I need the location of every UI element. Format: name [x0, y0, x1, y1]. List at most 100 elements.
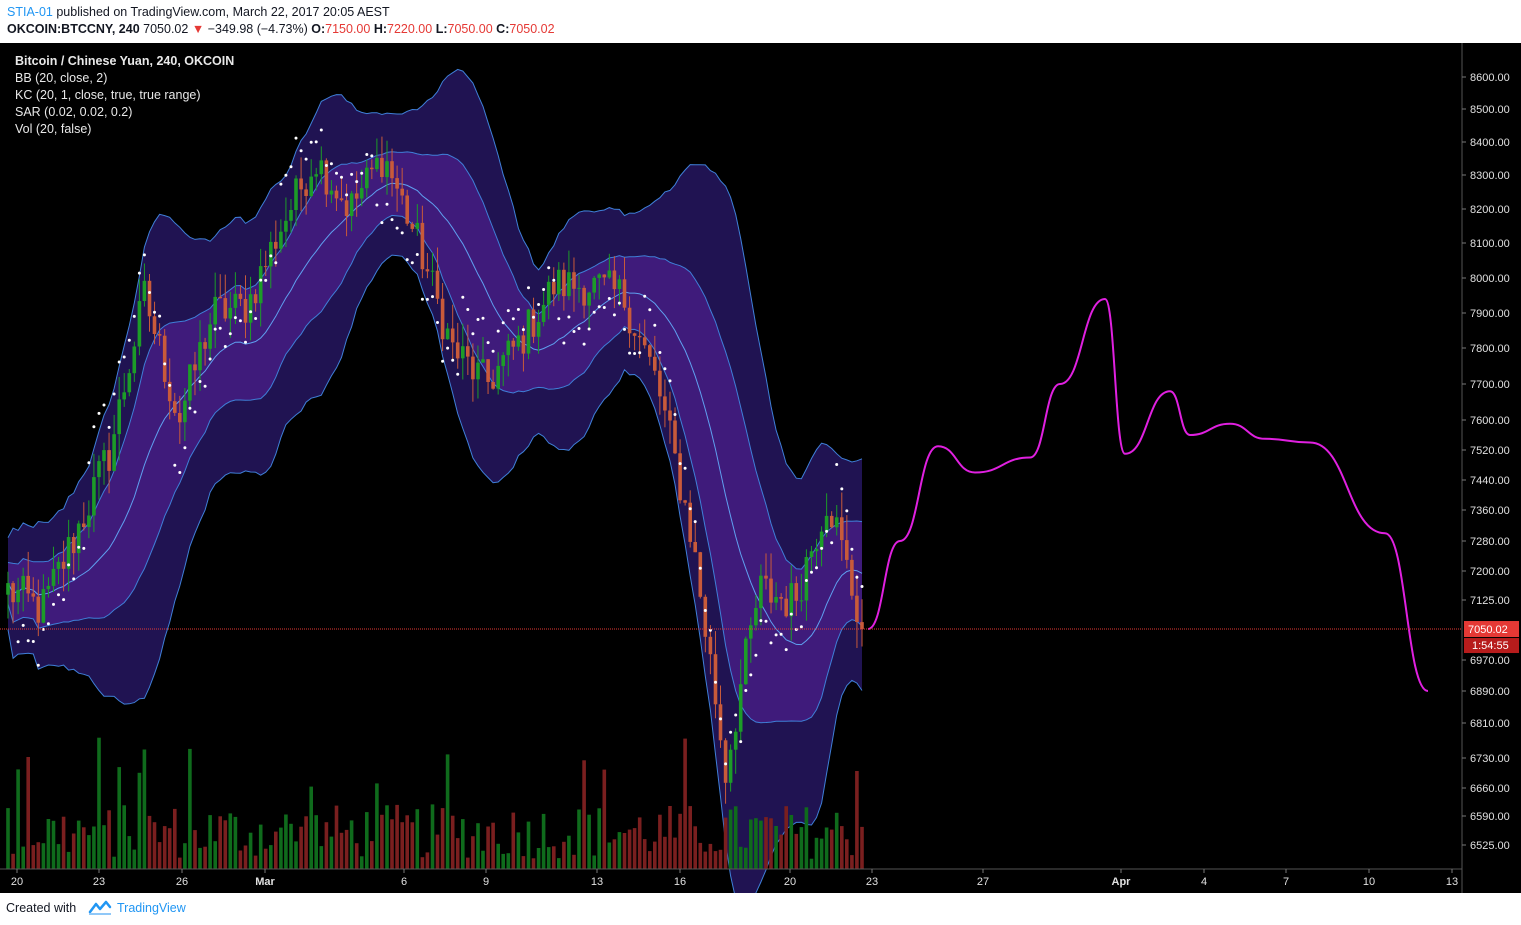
volume-bar [329, 836, 334, 869]
volume-bar [744, 847, 748, 869]
sar-dot [749, 673, 753, 677]
candle-body [855, 595, 859, 622]
legend-vol[interactable]: Vol (20, false) [15, 122, 92, 136]
candle-body [193, 364, 197, 371]
sar-dot [587, 327, 591, 331]
last-price-badge-label: 7050.02 [1468, 624, 1508, 636]
projection-path[interactable] [867, 297, 1429, 692]
volume-bar [21, 846, 25, 869]
sar-dot [208, 357, 212, 361]
sar-dot [67, 563, 71, 567]
candle-body [501, 355, 505, 366]
candle-body [582, 287, 586, 306]
candle-body [147, 280, 152, 317]
sar-dot [264, 278, 268, 282]
price-tick-label: 8200.00 [1470, 204, 1510, 216]
tradingview-link[interactable]: TradingView [117, 901, 186, 915]
sar-dot [385, 202, 389, 206]
candle-body [693, 542, 697, 553]
volume-bar [455, 838, 460, 869]
sar-dot [77, 545, 81, 549]
candle-body [223, 298, 228, 319]
volume-bar [506, 853, 511, 869]
volume-bar [668, 806, 672, 869]
volume-bar [309, 786, 313, 869]
sar-dot [441, 359, 445, 363]
volume-bar [117, 767, 121, 869]
volume-bar [339, 832, 344, 869]
time-tick-label: 6 [401, 876, 407, 888]
legend-kc[interactable]: KC (20, 1, close, true, true range) [15, 88, 201, 102]
candle-body [228, 307, 233, 319]
volume-bar [132, 849, 137, 869]
volume-bar [698, 842, 703, 869]
sar-dot [789, 612, 793, 616]
volume-bar [370, 841, 374, 869]
time-axis[interactable]: 20 23 26 Mar 6 9 13 16 20 23 27 Apr 4 7 10 13 [0, 868, 1462, 888]
candle-body [466, 346, 470, 357]
volume-bar [269, 845, 273, 869]
sar-dot [102, 403, 106, 407]
candle-body [107, 450, 111, 471]
candle-body [188, 364, 192, 401]
sar-dot [304, 157, 308, 161]
chart-area[interactable]: 8600.00 8500.00 8400.00 8300.00 8200.00 8100.… [0, 43, 1521, 893]
volume-bar [829, 829, 834, 869]
candle-body [117, 399, 121, 435]
low-value: 7050.00 [447, 22, 493, 36]
candle-body [718, 704, 723, 741]
author-link[interactable]: STIA-01 [7, 5, 53, 19]
sar-dot [804, 579, 808, 582]
volume-bar [723, 817, 728, 869]
candle-body [198, 342, 202, 371]
volume-bar [87, 835, 91, 869]
volume-bar [809, 858, 814, 869]
sar-dot [340, 175, 343, 179]
candle-body [698, 552, 703, 597]
volume-bar [754, 818, 758, 869]
time-tick-label: 13 [1446, 876, 1458, 888]
volume-bar [587, 814, 591, 869]
candle-body [213, 296, 217, 325]
candle-body [612, 270, 617, 290]
candle-body [627, 307, 632, 334]
volume-bar [582, 760, 586, 869]
tradingview-logo-icon[interactable] [88, 899, 112, 915]
sar-dot [724, 762, 728, 766]
time-tick-label: 9 [483, 876, 489, 888]
legend-bb[interactable]: BB (20, close, 2) [15, 71, 108, 85]
candle-body [294, 178, 298, 210]
candle-body [349, 193, 354, 216]
price-tick-label: 8400.00 [1470, 137, 1510, 149]
volume-bar [713, 851, 718, 869]
volume-bar [430, 804, 435, 869]
sar-dot [815, 566, 818, 570]
candle-body [622, 279, 627, 308]
sar-dot [799, 625, 803, 629]
volume-bar [147, 815, 152, 869]
sar-dot [87, 461, 91, 465]
candle-body [87, 515, 91, 527]
volume-bar [784, 806, 788, 869]
candle-body [31, 593, 36, 597]
volume-bar [263, 848, 268, 869]
candle-body [491, 382, 495, 389]
chart-canvas[interactable]: 8600.00 8500.00 8400.00 8300.00 8200.00 8100.… [0, 43, 1521, 893]
volume-bar [855, 771, 859, 869]
sar-dot [476, 318, 480, 321]
price-axis[interactable]: 8600.00 8500.00 8400.00 8300.00 8200.00 8100.… [0, 43, 1519, 893]
candle-body [304, 189, 308, 196]
sar-dot [501, 321, 505, 325]
candle-body [6, 583, 10, 595]
sar-dot [188, 406, 192, 410]
legend-sar[interactable]: SAR (0.02, 0.02, 0.2) [15, 105, 133, 119]
sar-dot [178, 471, 182, 474]
sar-dot [582, 342, 586, 346]
volume-bar [299, 826, 303, 869]
volume-bar [6, 808, 10, 869]
sar-dot [244, 340, 247, 344]
volume-bar [526, 821, 531, 869]
candle-body [723, 740, 728, 783]
sar-dot [562, 341, 566, 345]
candle-body [749, 625, 753, 639]
